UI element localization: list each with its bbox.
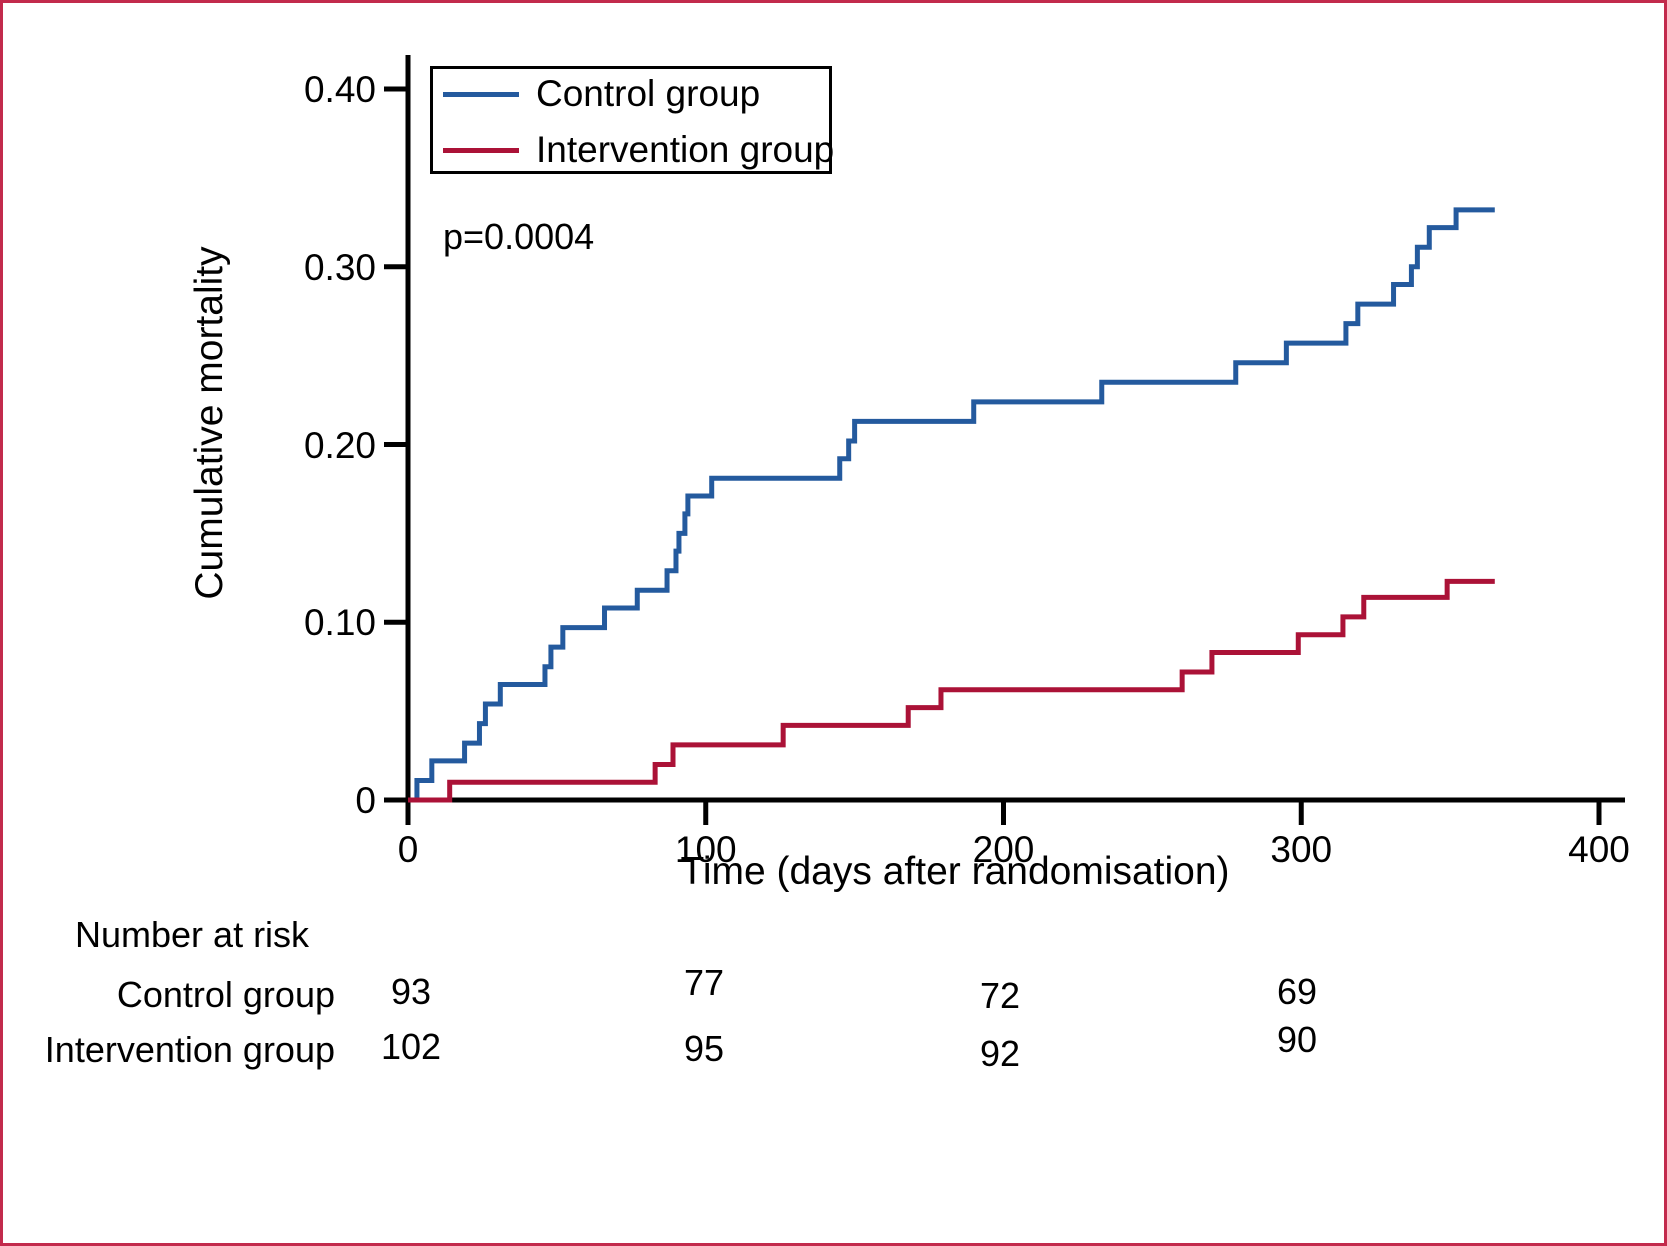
legend-row-intervention: Intervention group <box>433 131 834 169</box>
control-line-swatch <box>443 92 519 97</box>
control-group-curve <box>408 207 1495 803</box>
x-tick-label: 300 <box>1270 829 1333 870</box>
y-tick-label: 0.40 <box>303 69 376 110</box>
risk-value-intervention: 92 <box>979 1033 1021 1074</box>
risk-value-control: 69 <box>1276 971 1318 1012</box>
y-axis-title: Cumulative mortality <box>188 246 231 600</box>
x-tick-label: 100 <box>674 829 737 870</box>
legend-row-control: Control group <box>433 75 829 113</box>
y-tick-label: 0 <box>355 780 376 821</box>
x-tick-label: 200 <box>972 829 1035 870</box>
risk-value-control: 72 <box>979 975 1021 1016</box>
y-tick-label: 0.20 <box>303 424 376 466</box>
y-tick-label: 0.10 <box>303 602 376 644</box>
x-tick-label: 400 <box>1568 829 1630 870</box>
y-tick-label: 0.30 <box>303 246 376 288</box>
risk-row-label-intervention: Intervention group <box>44 1029 335 1070</box>
risk-value-intervention: 102 <box>380 1026 442 1067</box>
number-at-risk-header: Number at risk <box>75 914 310 955</box>
risk-value-control: 77 <box>683 962 725 1003</box>
legend-label-control: Control group <box>536 73 761 114</box>
x-tick-label: 0 <box>397 829 419 870</box>
risk-row-label-control: Control group <box>116 974 335 1015</box>
p-value-annotation: p=0.0004 <box>443 216 595 257</box>
legend-label-intervention: Intervention group <box>536 129 835 170</box>
intervention-group-curve <box>408 578 1495 803</box>
survival-plot-canvas <box>384 55 1625 825</box>
legend: Control group Intervention group <box>430 66 834 174</box>
risk-value-intervention: 90 <box>1276 1019 1318 1060</box>
risk-value-intervention: 95 <box>683 1028 725 1069</box>
intervention-line-swatch <box>443 148 519 153</box>
risk-value-control: 93 <box>390 971 432 1012</box>
x-axis-title: Time (days after randomisation) <box>680 850 1230 893</box>
